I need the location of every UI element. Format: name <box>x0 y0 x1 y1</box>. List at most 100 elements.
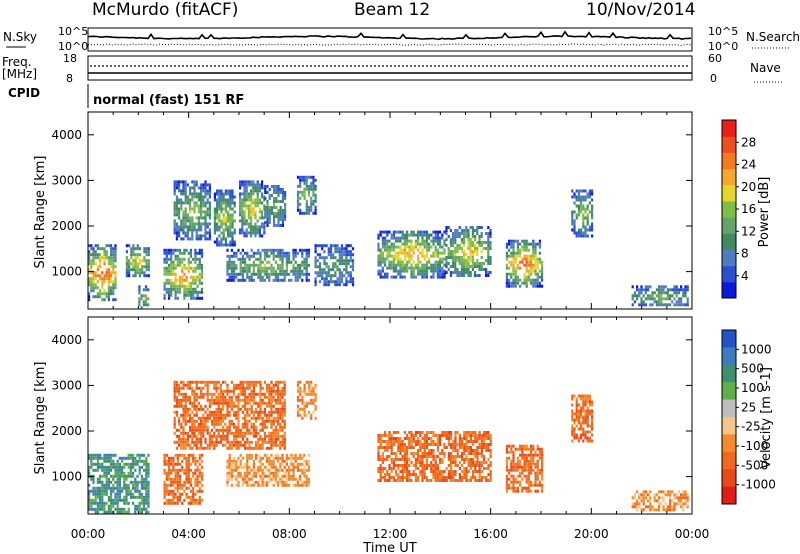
cpid-label: CPID <box>8 86 40 100</box>
echo-cell <box>228 404 231 408</box>
echo-cell <box>145 480 148 484</box>
echo-cell <box>314 407 317 411</box>
echo-cell <box>237 422 240 426</box>
echo-cell <box>224 428 227 432</box>
echo-cell <box>419 473 422 476</box>
echo-cell <box>436 470 439 473</box>
echo-cell <box>305 275 308 279</box>
echo-cell <box>226 248 229 252</box>
echo-cell <box>237 413 240 417</box>
echo-cell <box>208 437 211 441</box>
echo-cell <box>397 440 400 443</box>
echo-cell <box>248 468 251 472</box>
echo-cell <box>445 238 448 241</box>
echo-cell <box>272 440 275 444</box>
echo-cell <box>485 232 488 235</box>
echo-cell <box>403 239 406 243</box>
echo-cell <box>456 247 459 250</box>
echo-cell <box>92 286 95 290</box>
echo-cell <box>647 297 650 301</box>
echo-cell <box>118 492 121 496</box>
echo-cell <box>184 395 187 399</box>
echo-cell <box>170 287 173 291</box>
echo-cell <box>388 440 391 443</box>
echo-cell <box>532 263 535 267</box>
echo-cell <box>388 245 391 249</box>
echo-cell <box>279 278 282 282</box>
echo-cell <box>250 477 253 481</box>
echo-cell <box>401 275 404 279</box>
echo-cell <box>582 234 585 238</box>
echo-cell <box>272 272 275 276</box>
echo-cell <box>189 386 192 390</box>
echo-cell <box>469 461 472 464</box>
echo-cell <box>189 210 192 214</box>
echo-cell <box>447 434 450 437</box>
echo-cell <box>432 464 435 467</box>
echo-cell <box>241 180 244 184</box>
echo-cell <box>423 452 426 455</box>
echo-cell <box>228 443 231 447</box>
echo-cell <box>456 271 459 274</box>
echo-cell <box>508 254 511 258</box>
echo-cell <box>224 395 227 399</box>
echo-cell <box>408 446 411 449</box>
echo-cell <box>277 480 280 484</box>
echo-cell <box>175 213 178 217</box>
echo-cell <box>340 280 344 284</box>
echo-cell <box>312 187 315 191</box>
echo-cell <box>432 473 435 476</box>
echo-cell <box>252 395 255 399</box>
echo-cell <box>447 464 450 467</box>
echo-cell <box>235 459 238 463</box>
echo-cell <box>229 192 232 196</box>
echo-cell <box>175 210 178 214</box>
echo-cell <box>200 416 203 420</box>
echo-cell <box>460 238 463 241</box>
echo-cell <box>255 401 258 405</box>
noise-search-label: N.Search <box>746 30 800 44</box>
echo-cell <box>241 480 244 484</box>
echo-cell <box>343 259 346 263</box>
echo-cell <box>247 213 250 217</box>
echo-cell <box>414 242 417 246</box>
echo-cell <box>274 465 277 469</box>
echo-cell <box>281 434 284 438</box>
echo-cell <box>198 474 201 478</box>
echo-cell <box>408 470 411 473</box>
echo-cell <box>241 416 244 420</box>
echo-cell <box>103 486 106 490</box>
echo-cell <box>591 207 594 211</box>
echo-cell <box>482 247 485 250</box>
echo-cell <box>243 195 246 199</box>
echo-cell <box>127 474 130 478</box>
echo-cell <box>472 431 475 434</box>
echo-cell <box>165 483 168 487</box>
echo-cell <box>173 192 176 196</box>
echo-cell <box>582 219 585 223</box>
echo-cell <box>243 204 246 208</box>
echo-cell <box>445 431 448 434</box>
echo-cell <box>176 248 179 252</box>
echo-cell <box>143 504 146 508</box>
echo-cell <box>193 192 196 196</box>
echo-cell <box>316 274 319 278</box>
echo-cell <box>254 186 257 190</box>
echo-cell <box>220 225 223 229</box>
echo-cell <box>489 262 492 265</box>
echo-cell <box>536 266 539 270</box>
echo-cell <box>392 443 395 446</box>
echo-cell <box>219 389 222 393</box>
echo-cell <box>283 437 286 441</box>
echo-cell <box>103 262 106 266</box>
echo-cell <box>580 195 583 199</box>
echo-cell <box>248 392 251 396</box>
echo-cell <box>410 437 413 440</box>
echo-cell <box>250 213 253 217</box>
echo-cell <box>281 459 284 463</box>
echo-cell <box>288 456 291 460</box>
echo-cell <box>248 419 251 423</box>
echo-cell <box>434 248 437 252</box>
noise-left-tick-top: 10^5 <box>58 25 88 38</box>
echo-cell <box>241 222 244 226</box>
